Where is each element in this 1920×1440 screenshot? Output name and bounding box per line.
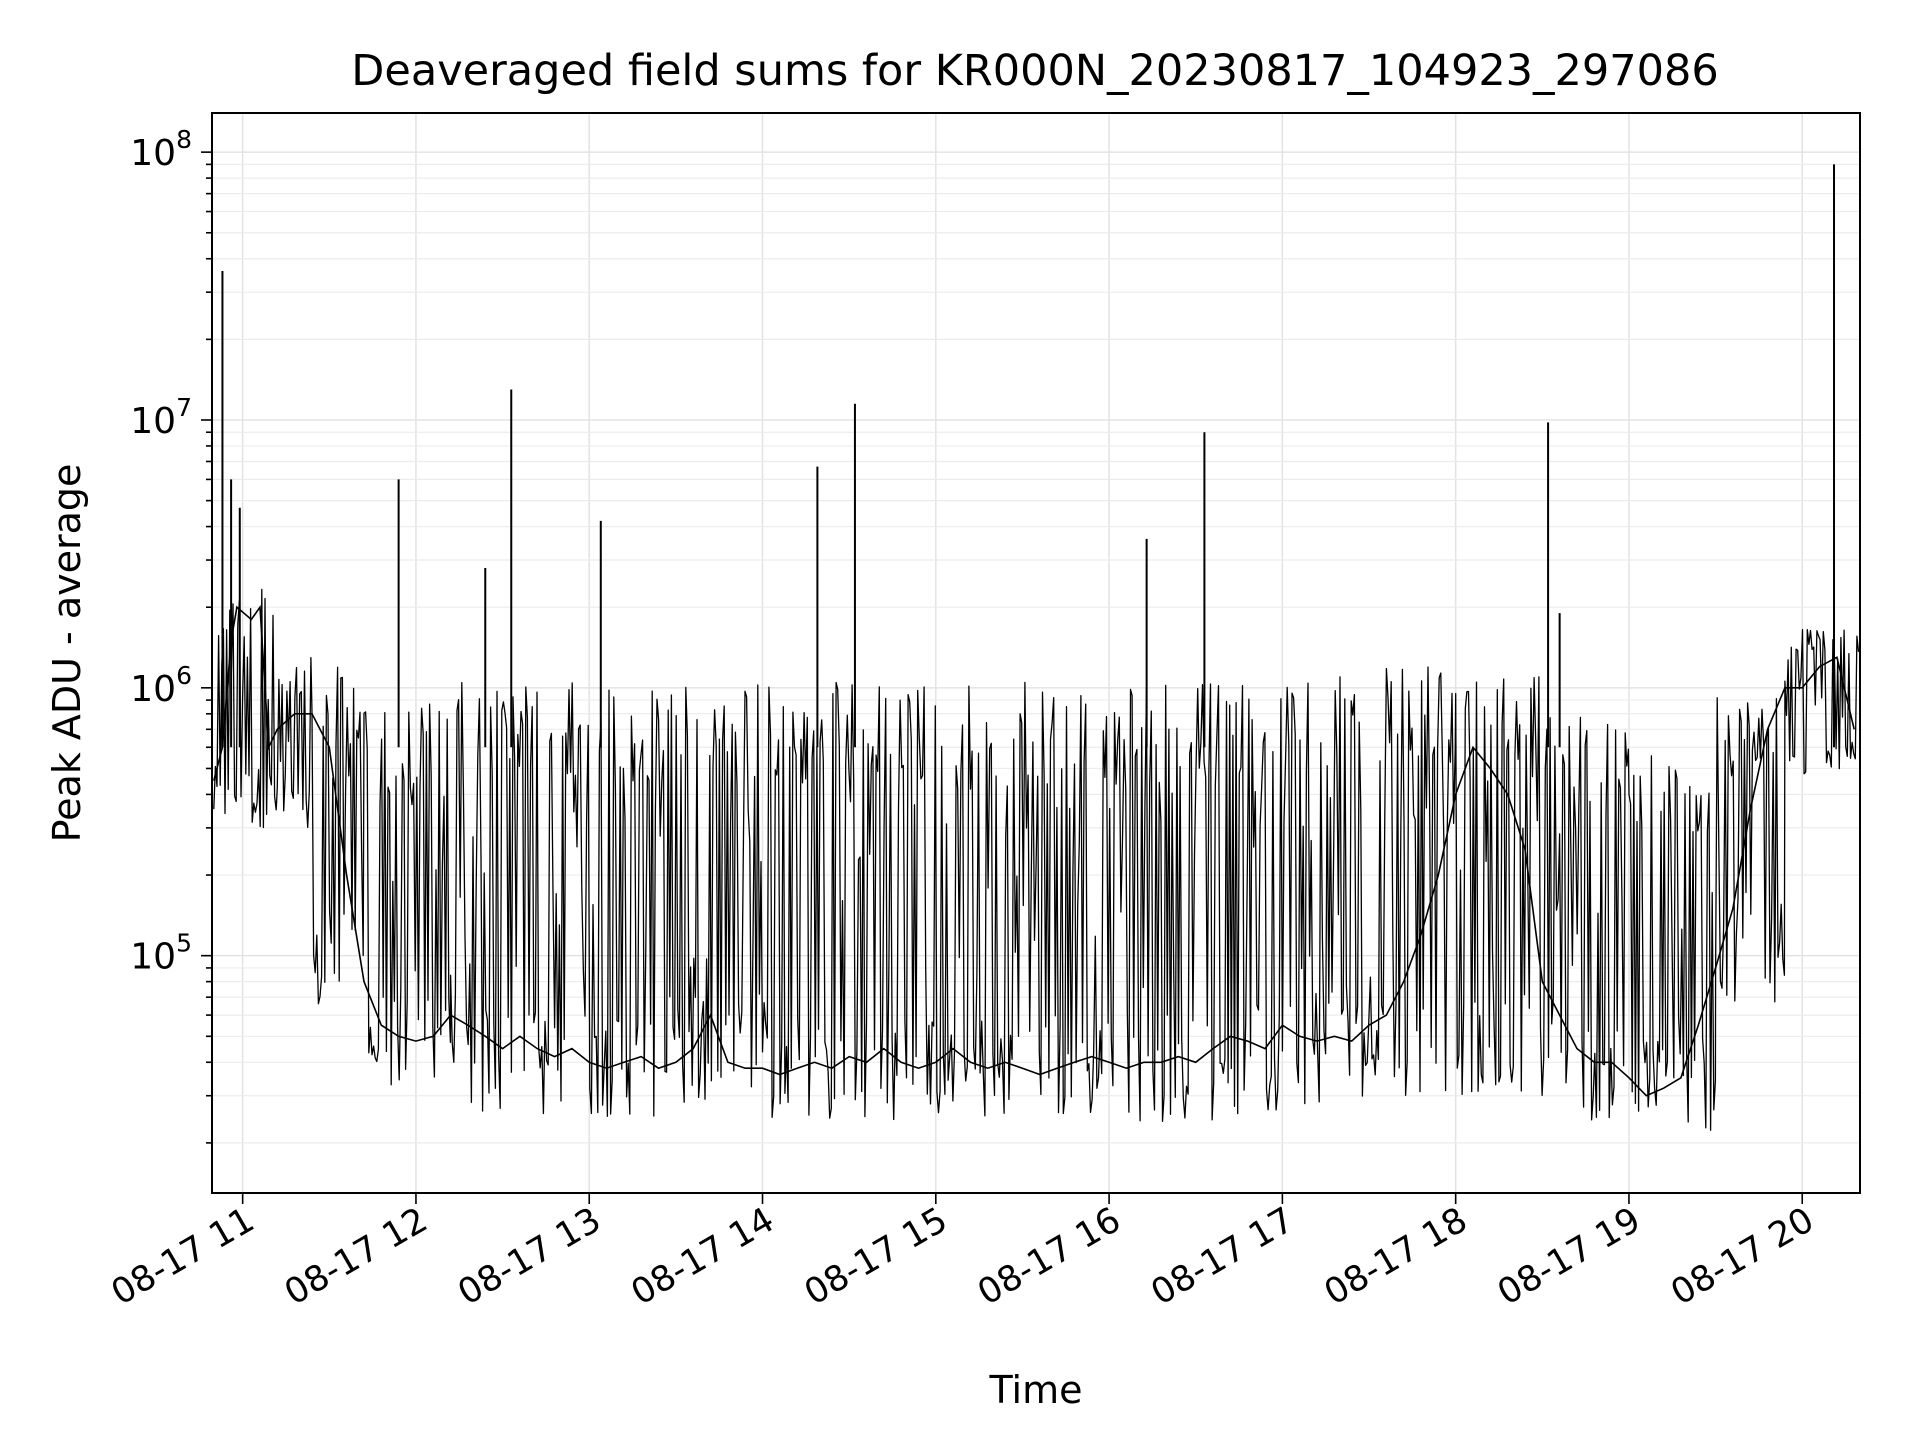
y-tick-exponent: 8 [176,125,192,154]
data-series [213,164,1860,1131]
y-tick-exponent: 5 [176,929,192,958]
x-axis-label: Time [989,1368,1083,1412]
y-tick-base: 10 [130,669,176,710]
y-tick-exponent: 7 [176,393,192,422]
y-tick-base: 10 [130,133,176,174]
chart-title: Deaveraged field sums for KR000N_2023081… [351,46,1718,96]
y-tick-base: 10 [130,937,176,978]
y-tick-label: 107 [130,393,192,442]
series-line [213,604,1855,1097]
series-noise-trace [213,588,1860,1131]
y-tick-label: 108 [130,125,192,174]
y-tick-base: 10 [130,401,176,442]
plot-frame [211,112,1861,1194]
y-tick-exponent: 6 [176,661,192,690]
y-tick-label: 105 [130,929,192,978]
y-tick-label: 106 [130,661,192,710]
y-axis-label: Peak ADU - average [45,464,89,843]
series-group [213,164,1860,1131]
